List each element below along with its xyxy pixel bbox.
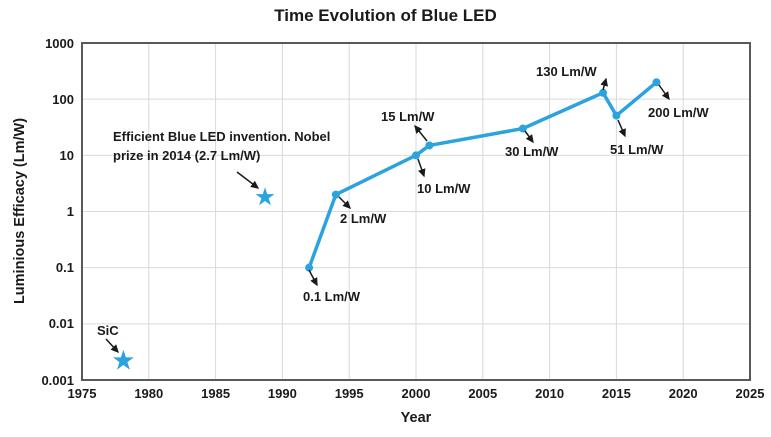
annotation-arrow — [308, 269, 318, 287]
star-marker — [113, 349, 134, 370]
annotation-label: Efficient Blue LED invention. Nobel priz… — [113, 129, 331, 163]
data-point-marker — [652, 78, 661, 87]
data-point-marker — [518, 124, 527, 133]
annotation-label: 0.1 Lm/W — [303, 289, 361, 304]
efficacy-line — [307, 80, 659, 270]
data-point-marker — [305, 263, 314, 272]
annotation-label: 130 Lm/W — [536, 64, 597, 79]
annotation-arrow — [236, 171, 260, 189]
x-tick-label: 1985 — [201, 386, 231, 401]
x-axis-title: Year — [400, 410, 432, 426]
annotation-label: 2 Lm/W — [340, 211, 387, 226]
annotation-arrow — [658, 84, 670, 101]
annotation-label: 15 Lm/W — [381, 109, 435, 124]
y-tick-label: 0.01 — [48, 316, 74, 332]
annotation-label: SiC — [97, 323, 119, 338]
data-point-marker — [331, 190, 340, 199]
x-tick-label: 2005 — [468, 386, 498, 401]
y-tick-label: 100 — [52, 91, 74, 107]
x-tick-label: 2015 — [601, 386, 631, 401]
annotation-arrow — [105, 338, 119, 353]
annotation-label: 30 Lm/W — [505, 144, 559, 159]
y-tick-label: 0.1 — [55, 260, 74, 276]
data-point-marker — [425, 141, 434, 150]
star-marker — [255, 187, 275, 206]
annotation-arrow — [414, 124, 428, 142]
y-tick-label: 0.001 — [41, 372, 74, 388]
annotation-label: 51 Lm/W — [610, 142, 664, 157]
annotation-arrow — [617, 119, 626, 138]
x-tick-label: 1980 — [134, 386, 164, 401]
y-tick-label: 10 — [59, 147, 74, 163]
data-point-marker — [612, 111, 621, 120]
annotation-arrow — [524, 130, 534, 144]
annotation-arrow — [600, 77, 608, 91]
x-tick-label: 1975 — [67, 386, 97, 401]
x-tick-label: 2020 — [668, 386, 698, 401]
annotation-arrow — [417, 158, 426, 178]
x-tick-label: 2025 — [735, 386, 765, 401]
chart-title: Time Evolution of Blue LED — [274, 6, 497, 25]
data-point-marker — [599, 88, 608, 97]
x-tick-label: 2010 — [535, 386, 565, 401]
x-tick-label: 2000 — [401, 386, 431, 401]
plot-border — [81, 42, 751, 381]
annotation-label: 10 Lm/W — [417, 181, 471, 196]
annotation-label: 200 Lm/W — [648, 105, 709, 120]
x-tick-label: 1990 — [267, 386, 297, 401]
data-point-marker — [412, 151, 420, 160]
y-tick-label: 1 — [66, 204, 74, 219]
annotation-arrow — [338, 196, 351, 209]
x-tick-label: 1995 — [334, 386, 364, 401]
y-tick-label: 1000 — [45, 35, 74, 51]
